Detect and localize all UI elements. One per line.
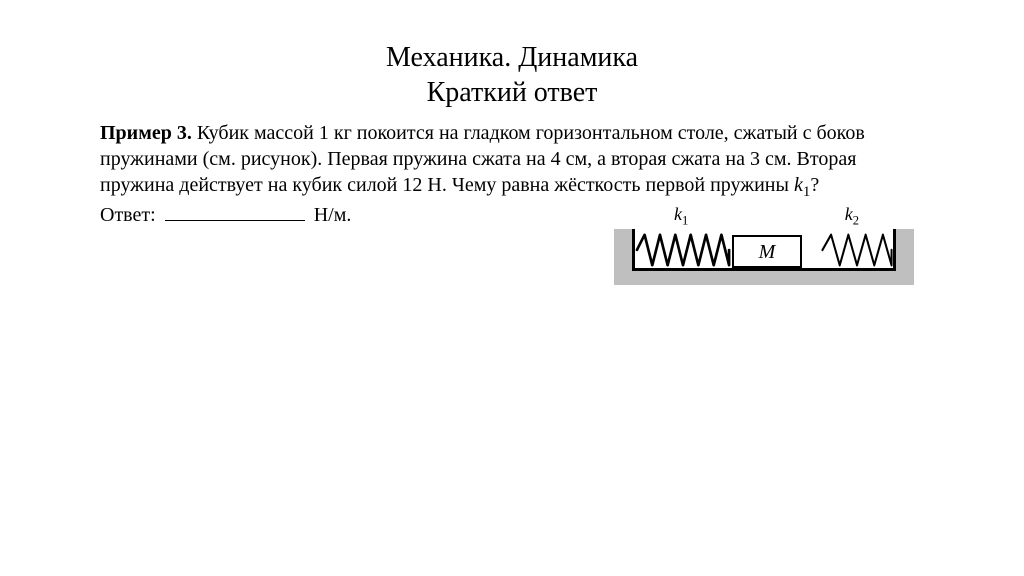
answer-unit: Н/м. bbox=[314, 204, 352, 226]
spring-left-path bbox=[637, 235, 729, 266]
spring-right bbox=[821, 233, 893, 267]
spring-right-svg bbox=[821, 233, 893, 267]
mass-label: M bbox=[759, 242, 776, 262]
title-line-1: Механика. Динамика bbox=[100, 40, 924, 75]
spring-right-path bbox=[822, 235, 891, 266]
spring-left-svg bbox=[635, 233, 731, 267]
k1-label: k1 bbox=[674, 205, 688, 227]
k-labels-row: k1 k2 bbox=[614, 205, 914, 227]
k-symbol: k bbox=[794, 174, 803, 196]
question-mark: ? bbox=[810, 174, 819, 196]
problem-text: Кубик массой 1 кг покоится на гладком го… bbox=[100, 122, 865, 196]
mass-block: M bbox=[732, 235, 802, 268]
answer-label: Ответ: bbox=[100, 204, 156, 226]
tray: M bbox=[614, 229, 914, 285]
figure: k1 k2 M bbox=[614, 205, 914, 285]
title-block: Механика. Динамика Краткий ответ bbox=[100, 40, 924, 110]
page-root: Механика. Динамика Краткий ответ Пример … bbox=[0, 0, 1024, 576]
answer-blank[interactable] bbox=[165, 200, 305, 221]
problem-label: Пример 3. bbox=[100, 122, 192, 144]
wall-bottom bbox=[614, 271, 914, 285]
spring-left bbox=[635, 233, 731, 267]
k2-label: k2 bbox=[845, 205, 859, 227]
title-line-2: Краткий ответ bbox=[100, 75, 924, 110]
